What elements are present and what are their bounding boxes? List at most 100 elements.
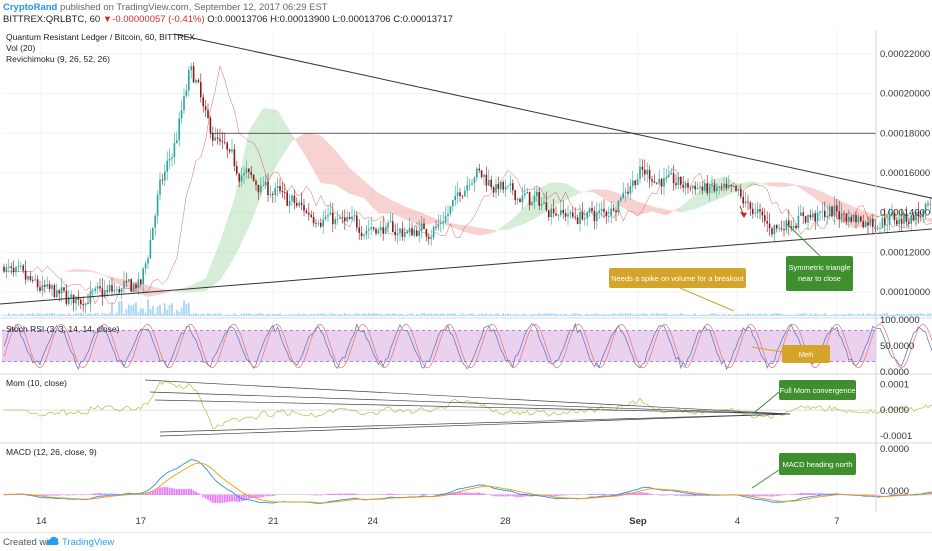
trend-drawings[interactable] bbox=[0, 34, 932, 436]
candle-body bbox=[711, 185, 713, 187]
candle-body bbox=[176, 140, 178, 143]
candle-body bbox=[214, 137, 216, 140]
candle-body bbox=[565, 213, 567, 216]
volume-bar bbox=[860, 315, 862, 316]
volume-bar bbox=[128, 305, 130, 316]
volume-bar bbox=[246, 313, 248, 316]
macd-histogram-bar bbox=[339, 494, 341, 495]
volume-bar bbox=[810, 313, 812, 316]
candle-body bbox=[399, 229, 401, 233]
volume-bar bbox=[507, 313, 509, 316]
volume-bar bbox=[68, 313, 70, 316]
volume-bar bbox=[193, 313, 195, 316]
candle-body bbox=[464, 191, 466, 197]
macd-histogram-bar bbox=[270, 495, 272, 496]
candle-body bbox=[930, 204, 932, 205]
volume-bar bbox=[649, 315, 651, 316]
volume-bar bbox=[481, 313, 483, 316]
volume-bar bbox=[104, 313, 106, 316]
volume-bar bbox=[248, 313, 250, 316]
candle-body bbox=[716, 187, 718, 191]
volume-bar bbox=[620, 313, 622, 316]
macd-histogram-bar bbox=[207, 495, 209, 500]
macd-histogram-bar bbox=[349, 494, 351, 495]
candle-body bbox=[745, 202, 747, 204]
volume-bar bbox=[162, 313, 164, 316]
candle-body bbox=[562, 210, 564, 213]
volume-bar bbox=[646, 314, 648, 316]
volume-bar bbox=[747, 313, 749, 316]
volume-bar bbox=[188, 303, 190, 316]
macd-histogram-bar bbox=[327, 494, 329, 495]
candle-body bbox=[452, 200, 454, 206]
macd-histogram-bar bbox=[502, 495, 504, 497]
candle-body bbox=[534, 196, 536, 202]
candle-body bbox=[258, 185, 260, 192]
macd-histogram-bar bbox=[646, 493, 648, 495]
cloud-segment bbox=[652, 206, 666, 215]
volume-bar bbox=[824, 313, 826, 316]
volume-bar bbox=[322, 313, 324, 316]
candle-body bbox=[802, 212, 804, 215]
cloud-segment bbox=[782, 182, 796, 187]
macd-histogram-bar bbox=[380, 494, 382, 495]
candle-body bbox=[274, 188, 276, 195]
volume-bar bbox=[831, 315, 833, 316]
candle-body bbox=[217, 137, 219, 138]
candle-body bbox=[354, 216, 356, 217]
macd-histogram-bar bbox=[762, 495, 764, 496]
macd-histogram-bar bbox=[164, 487, 166, 495]
volume-bar bbox=[541, 314, 543, 316]
volume-bar bbox=[603, 314, 605, 316]
candle-body bbox=[656, 183, 658, 184]
candle-body bbox=[54, 285, 56, 297]
volume-bar bbox=[226, 314, 228, 316]
volume-bar bbox=[582, 315, 584, 316]
macd-histogram-bar bbox=[596, 494, 598, 495]
tradingview-brand[interactable]: TradingView bbox=[62, 537, 114, 548]
triangle-callout-text-2: near to close bbox=[798, 274, 841, 283]
chart-canvas[interactable]: Needs a spike on volume for a breakoutSy… bbox=[0, 28, 932, 532]
cloud-segment bbox=[335, 150, 349, 194]
candle-body bbox=[85, 303, 87, 305]
volume-bar bbox=[870, 314, 872, 316]
volume-bar bbox=[625, 313, 627, 316]
volume-bar bbox=[447, 313, 449, 316]
volume-bar bbox=[154, 313, 156, 316]
volume-bar bbox=[663, 313, 665, 316]
candle-body bbox=[358, 228, 360, 233]
volume-bar bbox=[440, 314, 442, 316]
candle-body bbox=[164, 172, 166, 181]
candle-body bbox=[493, 187, 495, 192]
macd-histogram-bar bbox=[351, 493, 353, 494]
candle-body bbox=[661, 179, 663, 187]
cloud-segment bbox=[393, 201, 407, 221]
macd-histogram-bar bbox=[195, 492, 197, 495]
cloud-segment bbox=[206, 242, 220, 292]
chart-header: CryptoRand published on TradingView.com,… bbox=[0, 0, 932, 28]
volume-bar bbox=[358, 314, 360, 316]
volume-bar bbox=[152, 306, 154, 316]
volume-bar bbox=[601, 314, 603, 316]
volume-bar bbox=[728, 314, 730, 316]
candle-body bbox=[594, 211, 596, 221]
volume-bar bbox=[685, 315, 687, 316]
volume-bar bbox=[536, 315, 538, 316]
cloud-segment bbox=[465, 225, 479, 235]
candle-body bbox=[615, 210, 617, 212]
candle-body bbox=[291, 196, 293, 201]
macd-histogram-bar bbox=[639, 492, 641, 495]
author-link[interactable]: CryptoRand bbox=[3, 2, 57, 13]
volume-bar bbox=[6, 315, 8, 316]
volume-bar bbox=[716, 314, 718, 316]
volume-bar bbox=[764, 313, 766, 316]
candle-body bbox=[159, 180, 161, 195]
volume-bar bbox=[814, 313, 816, 316]
volume-bar bbox=[145, 313, 147, 316]
volume-bar bbox=[709, 314, 711, 316]
macd-histogram-bar bbox=[421, 494, 423, 495]
candle-body bbox=[673, 173, 675, 183]
candle-body bbox=[582, 212, 584, 220]
volume-bar bbox=[205, 315, 207, 316]
volume-bar bbox=[577, 314, 579, 316]
